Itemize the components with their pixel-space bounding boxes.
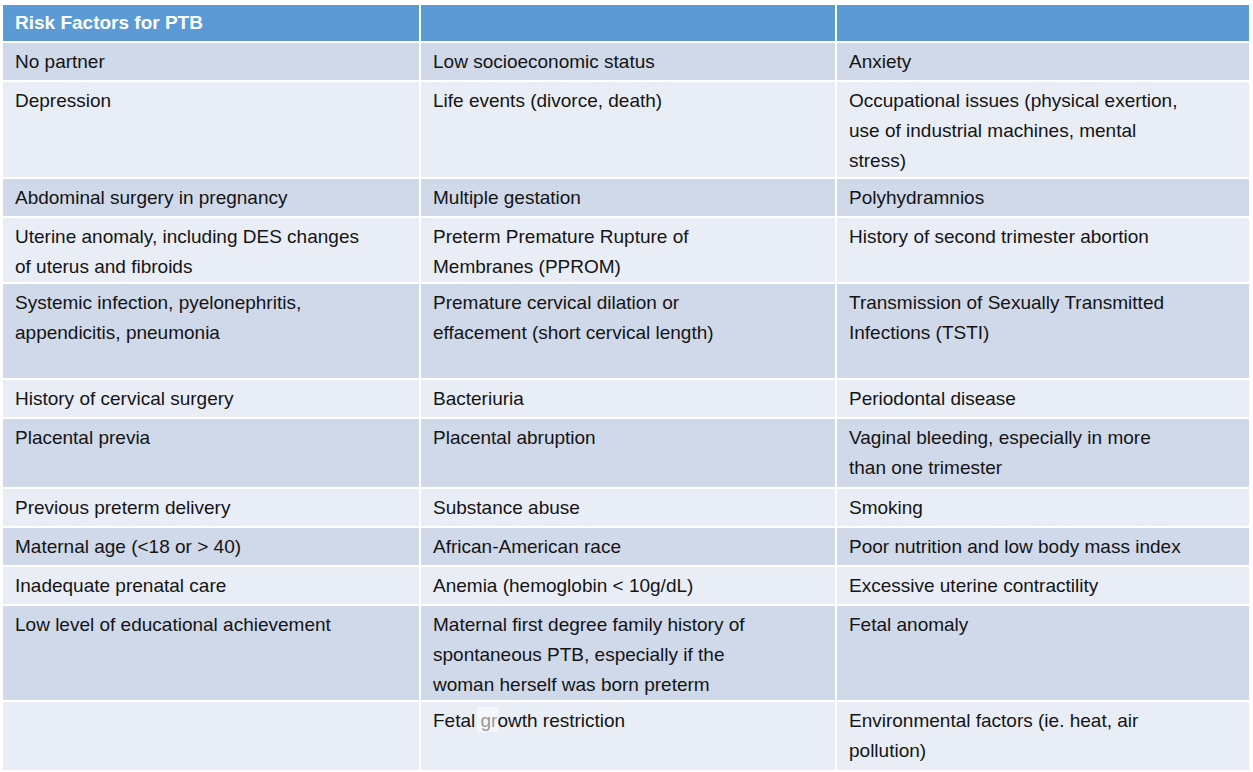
table-cell: Depression: [3, 82, 421, 179]
table-row: Low level of educational achievement Mat…: [3, 606, 1251, 702]
table-header-row: Risk Factors for PTB: [3, 5, 1251, 43]
table-cell: Occupational issues (physical exertion, …: [837, 82, 1251, 179]
table-cell: Low level of educational achievement: [3, 606, 421, 702]
table-cell: Fetal growth restriction: [421, 702, 837, 772]
risk-factors-table: Risk Factors for PTB No partner Low soci…: [3, 5, 1251, 772]
table-cell: Life events (divorce, death): [421, 82, 837, 179]
table-cell: Maternal first degree family history of …: [421, 606, 837, 702]
table-cell: No partner: [3, 43, 421, 82]
table-row: Depression Life events (divorce, death) …: [3, 82, 1251, 179]
table-cell: Anxiety: [837, 43, 1251, 82]
table-row: History of cervical surgery Bacteriuria …: [3, 380, 1251, 419]
table-cell: Systemic infection, pyelonephritis, appe…: [3, 284, 421, 380]
table-cell: Placental abruption: [421, 419, 837, 489]
table-cell: History of second trimester abortion: [837, 218, 1251, 284]
table-cell: Previous preterm delivery: [3, 489, 421, 528]
slide: Risk Factors for PTB No partner Low soci…: [0, 0, 1253, 772]
table-cell: Bacteriuria: [421, 380, 837, 419]
table-cell: African-American race: [421, 528, 837, 567]
table-row: Previous preterm delivery Substance abus…: [3, 489, 1251, 528]
table-cell: Inadequate prenatal care: [3, 567, 421, 606]
table-row: Abdominal surgery in pregnancy Multiple …: [3, 179, 1251, 218]
table-cell: [3, 702, 421, 772]
table-cell: Uterine anomaly, including DES changes o…: [3, 218, 421, 284]
table-cell: Maternal age (<18 or > 40): [3, 528, 421, 567]
table-cell: Anemia (hemoglobin < 10g/dL): [421, 567, 837, 606]
table-cell: Polyhydramnios: [837, 179, 1251, 218]
table-header-empty-cell: [837, 5, 1251, 43]
table-cell: History of cervical surgery: [3, 380, 421, 419]
table-cell: Abdominal surgery in pregnancy: [3, 179, 421, 218]
table-cell: Low socioeconomic status: [421, 43, 837, 82]
table-row: Maternal age (<18 or > 40) African-Ameri…: [3, 528, 1251, 567]
table-row: Systemic infection, pyelonephritis, appe…: [3, 284, 1251, 380]
table-cell: Vaginal bleeding, especially in more tha…: [837, 419, 1251, 489]
table-cell: Environmental factors (ie. heat, air pol…: [837, 702, 1251, 772]
table-cell: Placental previa: [3, 419, 421, 489]
table-cell: Premature cervical dilation or effacemen…: [421, 284, 837, 380]
table-cell: Poor nutrition and low body mass index: [837, 528, 1251, 567]
table-row: Fetal growth restriction Environmental f…: [3, 702, 1251, 772]
table-title: Risk Factors for PTB: [3, 5, 421, 43]
table-row: Inadequate prenatal care Anemia (hemoglo…: [3, 567, 1251, 606]
table-header-empty-cell: [421, 5, 837, 43]
table-cell: Periodontal disease: [837, 380, 1251, 419]
table-cell: Multiple gestation: [421, 179, 837, 218]
table-cell: Excessive uterine contractility: [837, 567, 1251, 606]
table-row: Uterine anomaly, including DES changes o…: [3, 218, 1251, 284]
table-cell: Substance abuse: [421, 489, 837, 528]
table-row: No partner Low socioeconomic status Anxi…: [3, 43, 1251, 82]
table-cell: Transmission of Sexually Transmitted Inf…: [837, 284, 1251, 380]
table-row: Placental previa Placental abruption Vag…: [3, 419, 1251, 489]
table-cell: Fetal anomaly: [837, 606, 1251, 702]
table-cell: Smoking: [837, 489, 1251, 528]
table-cell: Preterm Premature Rupture of Membranes (…: [421, 218, 837, 284]
